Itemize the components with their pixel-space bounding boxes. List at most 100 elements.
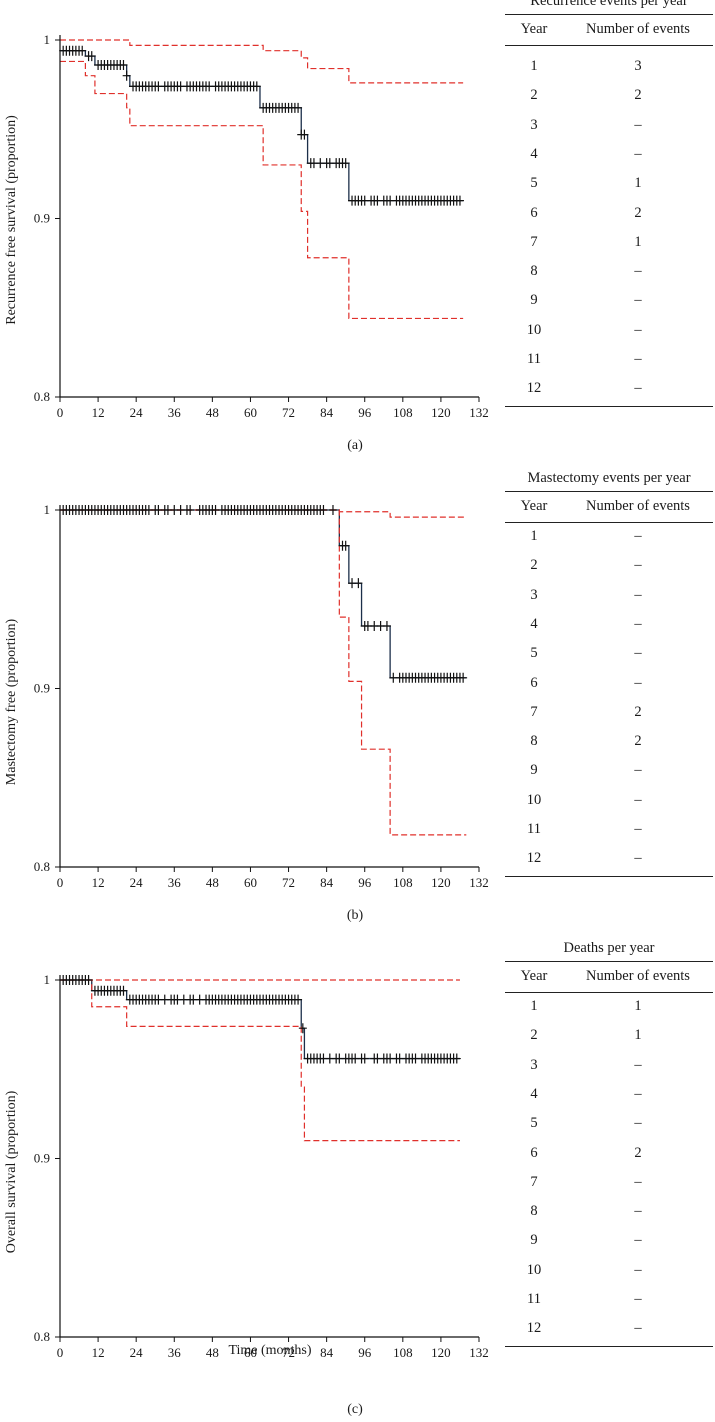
events-cell: – xyxy=(634,292,642,309)
x-tick-label: 120 xyxy=(431,405,451,420)
upper-ci-curve xyxy=(60,509,467,518)
year-cell: 3 xyxy=(530,116,538,133)
censor-mark xyxy=(294,994,303,1005)
events-cell: – xyxy=(634,1291,642,1307)
censor-mark xyxy=(252,81,261,92)
year-cell: 3 xyxy=(530,1056,538,1073)
y-axis-label: Recurrence free survival (proportion) xyxy=(4,115,19,325)
events-cell: – xyxy=(634,116,642,133)
year-cell: 10 xyxy=(526,321,542,338)
x-tick-label: 60 xyxy=(244,1345,257,1360)
table-row: 8– xyxy=(505,1203,713,1232)
table-title: Recurrence events per year xyxy=(530,0,688,9)
censor-mark xyxy=(300,129,309,140)
year-cell: 8 xyxy=(530,263,538,280)
events-cell: 2 xyxy=(634,733,642,750)
year-cell: 1 xyxy=(530,998,538,1014)
year-cell: 8 xyxy=(530,1203,538,1220)
censor-mark xyxy=(360,1053,369,1064)
header-number-of-events: Number of events xyxy=(586,21,690,37)
x-tick-label: 84 xyxy=(320,875,334,890)
events-cell: – xyxy=(634,145,642,162)
x-tick-label: 96 xyxy=(358,875,372,890)
censor-mark xyxy=(122,70,131,81)
x-tick-label: 48 xyxy=(206,875,219,890)
events-cell: – xyxy=(634,821,642,837)
km-plot-c: 0 12 24 36 48 60 72 84 96 108 120 132 0.8 0.9 1 Overal… xyxy=(4,972,489,1360)
table-row: 4– xyxy=(505,146,713,175)
censor-mark xyxy=(328,505,337,515)
table-bottom-rule xyxy=(505,1345,713,1347)
year-cell: 7 xyxy=(530,233,538,250)
x-tick-label: 0 xyxy=(57,875,64,890)
y-tick-label: 1 xyxy=(44,502,51,517)
year-cell: 7 xyxy=(530,703,538,720)
censor-mark xyxy=(186,505,195,515)
year-cell: 10 xyxy=(526,1261,542,1278)
x-tick-label: 48 xyxy=(206,405,219,420)
year-cell: 6 xyxy=(530,204,538,221)
events-cell: – xyxy=(634,380,642,397)
table-row: 1– xyxy=(505,528,713,557)
events-cell: – xyxy=(634,528,642,544)
y-tick-label: 1 xyxy=(44,972,51,987)
x-tick-label: 12 xyxy=(92,405,105,420)
y-tick-label: 0.8 xyxy=(34,859,50,874)
x-tick-label: 108 xyxy=(393,875,413,890)
table-row: 4– xyxy=(505,1086,713,1115)
year-cell: 12 xyxy=(526,1320,542,1337)
table-row: 8– xyxy=(505,263,713,292)
table-row: 4– xyxy=(505,616,713,645)
events-cell: 1 xyxy=(634,233,642,250)
events-cell: – xyxy=(634,1115,642,1132)
km-plot-b: 0 12 24 36 48 60 72 84 96 108 120 132 0.8 0.9 1 Mastec… xyxy=(4,502,489,890)
year-cell: 9 xyxy=(530,1232,538,1249)
table-row: 10 – xyxy=(505,1262,713,1291)
lower-ci-curve xyxy=(60,509,467,836)
year-cell: 2 xyxy=(530,1027,538,1044)
x-tick-label: 60 xyxy=(244,405,257,420)
events-cell: – xyxy=(634,1232,642,1249)
table-row: 3– xyxy=(505,117,713,146)
censor-mark xyxy=(119,59,128,70)
year-cell: 4 xyxy=(530,615,538,632)
x-tick-label: 108 xyxy=(393,405,413,420)
x-tick-label: 72 xyxy=(282,1345,295,1360)
events-cell: – xyxy=(634,1320,642,1337)
censor-mark xyxy=(298,1023,307,1034)
events-cell: – xyxy=(634,762,642,779)
x-tick-label: 120 xyxy=(431,1345,451,1360)
year-cell: 9 xyxy=(530,292,538,309)
lower-ci-curve xyxy=(60,979,460,1142)
table-row: 2– xyxy=(505,557,713,586)
events-cell: 2 xyxy=(634,204,642,221)
y-tick-label: 1 xyxy=(44,32,51,47)
year-cell: 7 xyxy=(530,1173,538,1190)
year-cell: 11 xyxy=(527,821,541,837)
year-cell: 11 xyxy=(527,1291,541,1307)
censor-mark xyxy=(84,975,93,985)
events-cell: 1 xyxy=(634,1027,642,1044)
censor-mark xyxy=(119,985,128,996)
x-tick-label: 36 xyxy=(168,405,182,420)
header-year: Year xyxy=(520,21,548,37)
events-cell: – xyxy=(634,586,642,603)
events-cell: – xyxy=(634,674,642,691)
y-tick-label: 0.9 xyxy=(34,1151,50,1166)
censor-mark xyxy=(455,195,464,206)
events-cell: 1 xyxy=(634,998,642,1014)
year-cell: 8 xyxy=(530,733,538,750)
table-row: 11 – xyxy=(505,1291,713,1320)
year-cell: 9 xyxy=(530,762,538,779)
y-tick-label: 0.9 xyxy=(34,211,50,226)
events-cell: 2 xyxy=(634,1144,642,1161)
year-cell: 5 xyxy=(530,1115,538,1132)
panel-label: (a) xyxy=(347,438,363,453)
year-cell: 10 xyxy=(526,791,542,808)
km-plot-a: 0 12 24 36 48 60 72 84 96 108 120 132 0.8 0.9 1 Recurr… xyxy=(4,32,489,420)
events-cell: 2 xyxy=(634,703,642,720)
events-cell: – xyxy=(634,1085,642,1102)
table-title: Deaths per year xyxy=(563,940,655,956)
